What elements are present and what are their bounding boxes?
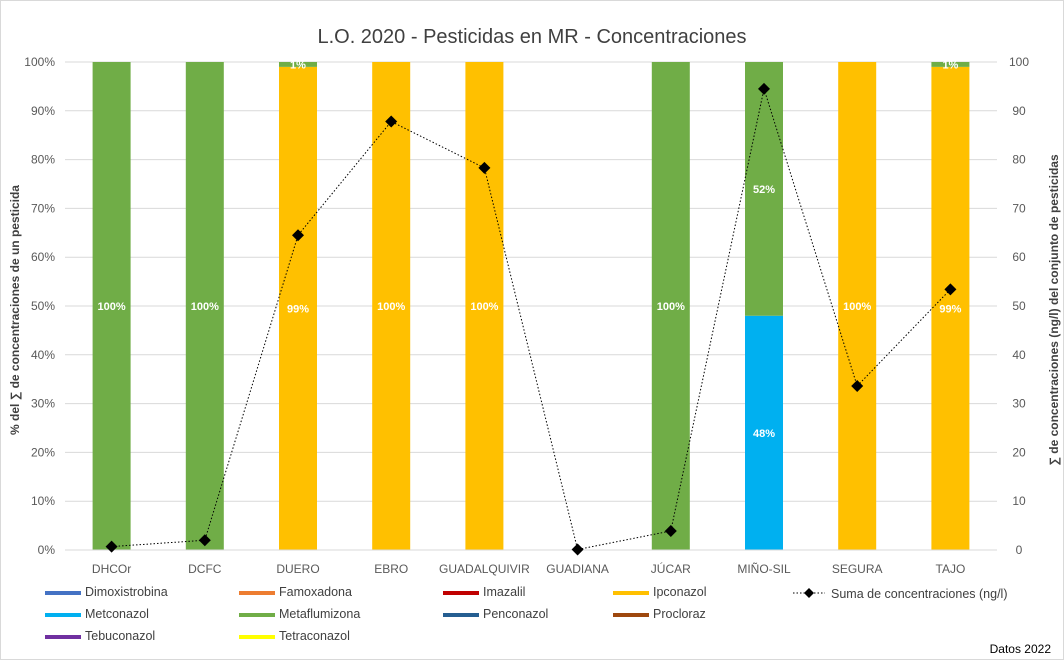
x-tick-label: GUADALQUIVIR — [439, 562, 530, 576]
bar-segment — [838, 62, 877, 550]
legend-label: Famoxadona — [279, 585, 352, 599]
data-label: 100% — [843, 301, 871, 313]
legend-swatch — [239, 635, 275, 639]
data-label: 1% — [942, 59, 958, 71]
sum-marker — [385, 115, 398, 128]
y-tick-label: 60% — [31, 250, 55, 264]
legend-label: Tebuconazol — [85, 629, 155, 643]
sum-marker — [664, 524, 677, 537]
bar-segment — [745, 62, 783, 316]
data-label: 99% — [287, 303, 309, 315]
y2-tick-label: 0 — [1016, 543, 1023, 557]
legend-swatch — [613, 591, 649, 595]
data-label: 100% — [377, 301, 405, 313]
y-tick-label: 20% — [31, 445, 55, 459]
data-year-note: Datos 2022 — [990, 642, 1052, 656]
legend-label: Imazalil — [483, 585, 525, 599]
sum-line-series — [105, 82, 957, 556]
bar-segment — [931, 62, 970, 67]
y-tick-label: 50% — [31, 299, 55, 313]
y-tick-label: 70% — [31, 201, 55, 215]
bar-segment — [372, 62, 411, 550]
x-tick-label: JÚCAR — [651, 561, 691, 576]
x-tick-label: SEGURA — [832, 562, 883, 576]
bar-segment — [92, 62, 131, 550]
legend-swatch — [239, 591, 275, 595]
legend-swatch — [45, 591, 81, 595]
legend-swatch — [45, 613, 81, 617]
x-tick-label: DUERO — [276, 562, 319, 576]
legend-swatch — [239, 613, 275, 617]
y-tick-label: 30% — [31, 397, 55, 411]
y2-tick-label: 40 — [1012, 348, 1026, 362]
sum-marker — [292, 229, 304, 242]
data-label: 100% — [657, 301, 685, 313]
y-tick-label: 100% — [24, 55, 55, 69]
data-label: 100% — [98, 301, 126, 313]
legend: Dimoxistrobina Famoxadona Imazalil Ipconazo… — [45, 585, 1007, 643]
y2-tick-label: 30 — [1012, 397, 1026, 411]
bar-segment — [185, 62, 224, 550]
x-tick-label: TAJO — [936, 562, 966, 576]
y2-tick-label: 90 — [1012, 104, 1026, 118]
data-label: 99% — [939, 303, 961, 315]
data-label: 1% — [290, 59, 306, 71]
sum-marker — [944, 283, 957, 296]
legend-label: Procloraz — [653, 607, 706, 621]
legend-label: Metconazol — [85, 607, 149, 621]
bar-segment — [465, 62, 504, 550]
y2-tick-label: 60 — [1012, 250, 1026, 264]
legend-label: Dimoxistrobina — [85, 585, 168, 599]
legend-marker — [804, 588, 814, 598]
data-label: 48% — [753, 428, 775, 440]
bar-segment — [279, 62, 317, 67]
y-tick-label: 0% — [38, 543, 56, 557]
x-tick-label: GUADIANA — [546, 562, 609, 576]
sum-marker — [478, 161, 491, 174]
data-label: 100% — [470, 301, 498, 313]
data-labels: 100% 100% 99% 1% 100% 100% 100% 48% 52% 100% 99% 1% — [98, 59, 962, 439]
sum-marker — [105, 540, 118, 553]
sum-line — [111, 86, 951, 551]
bar-segment — [931, 66, 970, 550]
x-tick-label: MIÑO-SIL — [737, 562, 791, 576]
y-tick-label: 80% — [31, 153, 55, 167]
sum-marker — [758, 82, 770, 95]
data-label: 52% — [753, 184, 775, 196]
y-tick-label: 90% — [31, 104, 55, 118]
y2-tick-label: 80 — [1012, 153, 1026, 167]
legend-swatch — [443, 591, 479, 595]
y2-tick-label: 50 — [1012, 299, 1026, 313]
bar-segment — [279, 66, 317, 550]
legend-swatch — [45, 635, 81, 639]
y-axis-title: % del ∑ de concentraciones de un pestici… — [8, 185, 22, 435]
legend-label: Metaflumizona — [279, 607, 360, 621]
sum-marker — [851, 380, 864, 393]
chart-title: L.O. 2020 - Pesticidas en MR - Concentra… — [317, 26, 746, 48]
y2-tick-label: 100 — [1009, 55, 1029, 69]
axes: 0% 10% 20% 30% 40% 50% 60% 70% 80% 90% 100% 0 10 20 30… — [24, 55, 1029, 576]
x-tick-label: DHCOr — [92, 562, 131, 576]
data-label: 100% — [191, 301, 219, 313]
legend-label: Penconazol — [483, 607, 548, 621]
bar-segment — [745, 315, 783, 550]
y2-tick-label: 70 — [1012, 201, 1026, 215]
sum-marker — [198, 534, 211, 547]
y2-tick-label: 20 — [1012, 445, 1026, 459]
legend-label: Suma de concentraciones (ng/l) — [831, 587, 1007, 601]
legend-swatch — [443, 613, 479, 617]
x-tick-label: EBRO — [374, 562, 408, 576]
legend-swatch — [613, 613, 649, 617]
bars — [92, 62, 970, 550]
y-tick-label: 10% — [31, 494, 55, 508]
y2-tick-label: 10 — [1012, 494, 1026, 508]
y2-axis-title: ∑ de concentraciones (ng/l) del conjunto… — [1047, 154, 1061, 466]
y-tick-label: 40% — [31, 348, 55, 362]
legend-label: Ipconazol — [653, 585, 707, 599]
sum-marker — [571, 543, 584, 556]
legend-label: Tetraconazol — [279, 629, 350, 643]
x-tick-label: DCFC — [188, 562, 222, 576]
